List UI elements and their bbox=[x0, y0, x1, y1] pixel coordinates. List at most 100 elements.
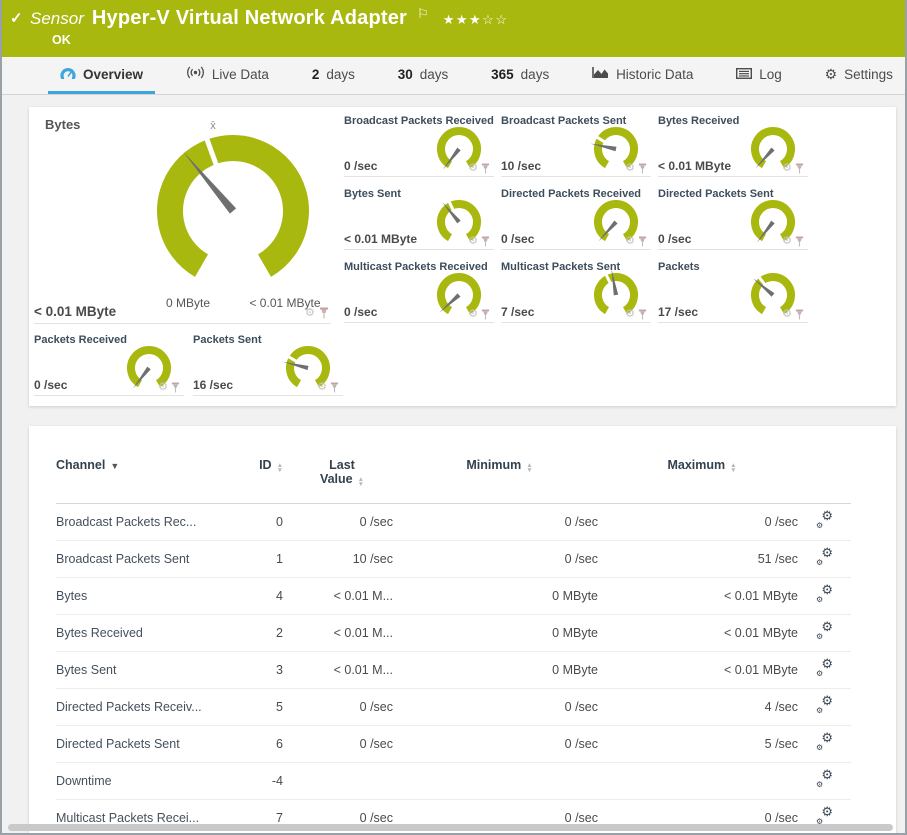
channel-name[interactable]: Directed Packets Receiv... bbox=[56, 688, 231, 726]
gauge-icon bbox=[60, 67, 76, 82]
channel-id: 6 bbox=[231, 725, 291, 763]
table-header-row: Channel ▼ ID ▲ ▼ Last Value ▲ ▼ Minimum ▲ ▼ Maximum ▲… bbox=[56, 454, 851, 504]
channel-name[interactable]: Directed Packets Sent bbox=[56, 725, 231, 763]
sort-arrows-icon[interactable]: ▲ ▼ bbox=[526, 462, 533, 474]
channel-settings-gears-icon[interactable]: ⚙ ⚙ bbox=[816, 730, 833, 752]
gear-icon[interactable]: ⚙ bbox=[782, 162, 792, 174]
channel-minimum: 0 /sec bbox=[401, 688, 606, 726]
gear-icon[interactable]: ⚙ bbox=[625, 235, 635, 247]
sort-desc-icon[interactable]: ▼ bbox=[110, 461, 120, 471]
tab-bar: Overview Live Data 2 days 30 days 365 days Histo… bbox=[2, 57, 905, 95]
log-icon bbox=[736, 67, 753, 82]
gauge-tile-value: 16 /sec bbox=[193, 378, 234, 392]
tab-label: Overview bbox=[83, 66, 144, 82]
gear-icon[interactable]: ⚙ bbox=[782, 235, 792, 247]
pin-icon[interactable] bbox=[795, 236, 804, 247]
tab-label: days bbox=[419, 66, 449, 82]
sort-arrows-icon[interactable]: ▲ ▼ bbox=[357, 476, 365, 488]
gauge-tile-title: Packets Received bbox=[34, 334, 127, 346]
tab-365-days[interactable]: 365 days bbox=[479, 57, 561, 94]
column-header-name[interactable]: Channel ▼ bbox=[56, 454, 231, 504]
gear-icon[interactable]: ⚙ bbox=[782, 308, 792, 320]
pin-icon[interactable] bbox=[171, 382, 180, 393]
channel-id: 3 bbox=[231, 651, 291, 689]
channel-name[interactable]: Downtime bbox=[56, 762, 231, 800]
sort-arrows-icon[interactable]: ▲ ▼ bbox=[276, 462, 283, 474]
channel-settings-gears-icon[interactable]: ⚙ ⚙ bbox=[816, 582, 833, 604]
horizontal-scrollbar-thumb[interactable] bbox=[8, 824, 893, 831]
column-header-max[interactable]: Maximum ▲ ▼ bbox=[606, 454, 806, 504]
channel-settings-gears-icon[interactable]: ⚙ ⚙ bbox=[816, 693, 833, 715]
channel-id: 5 bbox=[231, 688, 291, 726]
gear-icon[interactable]: ⚙ bbox=[468, 235, 478, 247]
small-gauge bbox=[437, 273, 481, 315]
pin-icon[interactable] bbox=[319, 307, 329, 319]
channel-settings-gears-icon[interactable]: ⚙ ⚙ bbox=[816, 804, 833, 826]
channel-minimum: 0 /sec bbox=[564, 515, 598, 529]
tab-historic-data[interactable]: Historic Data bbox=[580, 57, 705, 94]
channel-name[interactable]: Bytes bbox=[56, 577, 231, 615]
gauge-tile-value: 0 /sec bbox=[344, 305, 378, 319]
small-gauge bbox=[437, 127, 481, 170]
pin-icon[interactable] bbox=[481, 236, 490, 247]
channel-name[interactable]: Bytes Sent bbox=[56, 651, 231, 689]
column-label: ID bbox=[259, 458, 272, 472]
star-filled-icon[interactable]: ★ bbox=[455, 12, 470, 27]
gauge-tile-title: Directed Packets Received bbox=[501, 188, 642, 200]
priority-stars[interactable]: ★★★☆☆ bbox=[443, 12, 509, 28]
channel-last-value: 0 /sec bbox=[291, 725, 401, 763]
column-header-id[interactable]: ID ▲ ▼ bbox=[231, 454, 291, 504]
channel-name[interactable]: Bytes Received bbox=[56, 614, 231, 652]
channel-settings-gears-icon[interactable]: ⚙ ⚙ bbox=[816, 508, 833, 530]
tab-30-days[interactable]: 30 days bbox=[386, 57, 461, 94]
gear-icon[interactable]: ⚙ bbox=[625, 308, 635, 320]
gauge-tile-actions: ⚙ bbox=[782, 309, 804, 320]
tab-settings[interactable]: ⚙ Settings bbox=[813, 57, 905, 94]
channel-settings-gears-icon[interactable]: ⚙ ⚙ bbox=[816, 619, 833, 641]
star-empty-icon[interactable]: ☆ bbox=[495, 12, 509, 27]
channel-last-value: 10 /sec bbox=[291, 540, 401, 578]
tab-log[interactable]: Log bbox=[724, 57, 794, 94]
tab-label: Log bbox=[759, 66, 782, 82]
pin-icon[interactable] bbox=[795, 163, 804, 174]
gear-icon[interactable]: ⚙ bbox=[468, 162, 478, 174]
pin-icon[interactable] bbox=[638, 309, 647, 320]
tab-live-data[interactable]: Live Data bbox=[174, 57, 281, 94]
pin-icon[interactable] bbox=[638, 163, 647, 174]
channel-name[interactable]: Broadcast Packets Sent bbox=[56, 540, 231, 578]
gear-icon[interactable]: ⚙ bbox=[317, 381, 327, 393]
star-empty-icon[interactable]: ☆ bbox=[482, 12, 496, 27]
gauge-tile: Packets Received 0 /sec ⚙ bbox=[34, 334, 184, 396]
table-row: Bytes Received 2 < 0.01 M... 0 MByte < 0.01 … bbox=[56, 614, 851, 652]
column-header-last[interactable]: Last Value ▲ ▼ bbox=[291, 454, 401, 504]
channel-settings-gears-icon[interactable]: ⚙ ⚙ bbox=[816, 656, 833, 678]
pin-icon[interactable] bbox=[330, 382, 339, 393]
flag-icon[interactable]: ⚐ bbox=[417, 6, 429, 21]
channel-maximum: 4 /sec bbox=[606, 688, 806, 726]
star-filled-icon[interactable]: ★ bbox=[469, 12, 483, 27]
gear-icon[interactable]: ⚙ bbox=[625, 162, 635, 174]
tab-label: Live Data bbox=[211, 66, 269, 82]
gauge-tile-value: 0 /sec bbox=[501, 232, 535, 246]
sort-arrows-icon[interactable]: ▲ ▼ bbox=[730, 462, 737, 474]
star-filled-icon[interactable]: ★ bbox=[442, 12, 456, 27]
pin-icon[interactable] bbox=[481, 309, 490, 320]
channel-settings-gears-icon[interactable]: ⚙ ⚙ bbox=[816, 767, 833, 789]
tab-2-days[interactable]: 2 days bbox=[300, 57, 367, 94]
channel-minimum: 0 MByte bbox=[401, 614, 606, 652]
channel-action-cell: ⚙ ⚙ bbox=[806, 614, 851, 652]
channel-name[interactable]: Broadcast Packets Rec... bbox=[56, 515, 197, 529]
gear-icon[interactable]: ⚙ bbox=[305, 306, 315, 319]
channel-settings-gears-icon[interactable]: ⚙ ⚙ bbox=[816, 545, 833, 567]
pin-icon[interactable] bbox=[638, 236, 647, 247]
gauge-tile: Directed Packets Sent 0 /sec ⚙ bbox=[658, 188, 808, 250]
main-gauge-value: < 0.01 MByte bbox=[34, 304, 117, 319]
tab-label: days bbox=[520, 66, 550, 82]
pin-icon[interactable] bbox=[481, 163, 490, 174]
pin-icon[interactable] bbox=[795, 309, 804, 320]
gear-icon[interactable]: ⚙ bbox=[158, 381, 168, 393]
column-header-min[interactable]: Minimum ▲ ▼ bbox=[401, 454, 606, 504]
gear-icon[interactable]: ⚙ bbox=[468, 308, 478, 320]
tab-overview[interactable]: Overview bbox=[48, 57, 156, 94]
gauge-tile: Bytes Received < 0.01 MByte ⚙ bbox=[658, 115, 808, 177]
